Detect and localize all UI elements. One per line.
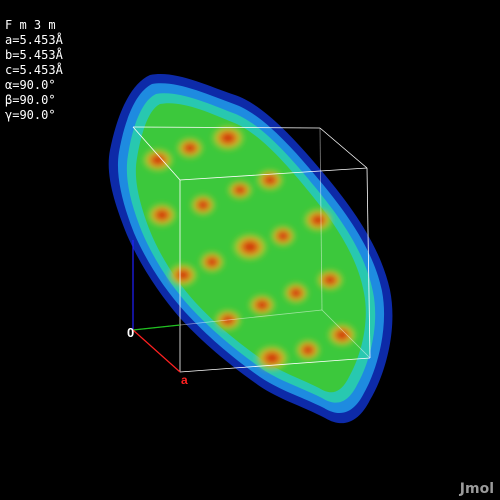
crystal-axes: 0 a xyxy=(127,240,188,387)
origin-label: 0 xyxy=(127,325,134,340)
density-peak xyxy=(142,148,174,172)
axis-b-line xyxy=(132,324,181,331)
space-group-label: F m 3 m xyxy=(5,18,56,32)
cell-param-a: a=5.453Å xyxy=(5,33,63,47)
cell-param-beta: β=90.0° xyxy=(5,93,56,107)
unit-cell-edge xyxy=(366,167,371,359)
density-peak xyxy=(199,251,225,273)
density-peak xyxy=(248,294,276,316)
density-peak xyxy=(227,180,253,200)
density-peak xyxy=(256,169,284,191)
density-peak xyxy=(232,233,268,261)
density-peak xyxy=(176,137,204,159)
density-peak xyxy=(168,263,198,287)
unit-cell-edge xyxy=(179,167,368,181)
density-peak xyxy=(190,194,216,216)
unit-cell-info: F m 3 m a=5.453Å b=5.453Å c=5.453Å α=90.… xyxy=(5,18,63,123)
cell-param-b: b=5.453Å xyxy=(5,48,63,62)
axis-a-line xyxy=(132,329,181,373)
density-peak xyxy=(295,339,321,361)
cell-param-c: c=5.453Å xyxy=(5,63,63,77)
density-peak xyxy=(211,125,245,151)
unit-cell-edge xyxy=(319,127,368,169)
isosurface xyxy=(108,74,393,424)
density-peak xyxy=(283,282,309,304)
cell-param-gamma: γ=90.0° xyxy=(5,108,56,122)
axis-a-label: a xyxy=(181,373,188,387)
density-peak xyxy=(316,269,344,291)
cell-param-alpha: α=90.0° xyxy=(5,78,56,92)
unit-cell-edge xyxy=(179,357,371,373)
unit-cell-edge xyxy=(132,126,181,181)
unit-cell-edge xyxy=(132,126,321,129)
density-hotspots xyxy=(142,125,357,371)
density-peak xyxy=(303,208,333,232)
density-peak xyxy=(327,323,357,347)
density-peak xyxy=(147,203,177,227)
density-peak xyxy=(270,225,296,247)
density-peak xyxy=(255,345,289,371)
jmol-logo: Jmol xyxy=(459,481,494,497)
unit-cell-edge xyxy=(319,127,323,311)
unit-cell-edge xyxy=(321,309,371,359)
